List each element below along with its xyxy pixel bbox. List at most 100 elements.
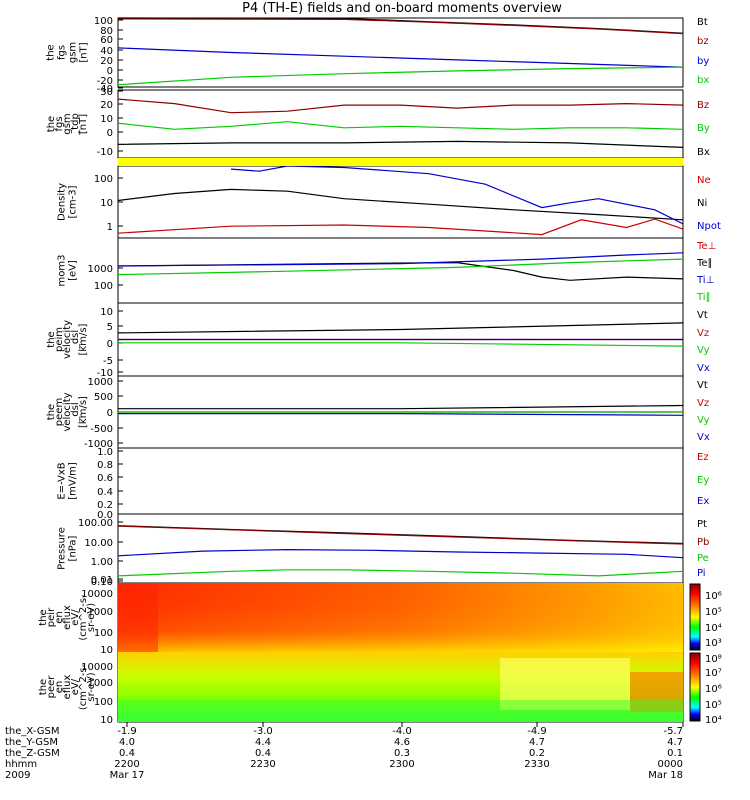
legend-Te∥: Te∥ — [696, 258, 713, 269]
legend-By: By — [697, 123, 710, 134]
ion-spectrogram — [118, 583, 683, 652]
ytick-label: -1000 — [84, 439, 113, 450]
ytick-label: 20 — [100, 100, 113, 111]
ytick-label: 1000 — [88, 377, 113, 388]
series-Pb — [117, 525, 684, 545]
ytick-label: 10 — [100, 114, 113, 125]
ylabel-text: _dsl — [70, 402, 81, 422]
ylabel-text: [nT] — [78, 114, 89, 134]
ytick-label: 30 — [100, 87, 113, 98]
ytick-label: 0.0 — [97, 510, 113, 521]
legend-Ey: Ey — [697, 475, 709, 486]
legend-Pt: Pt — [697, 519, 707, 530]
legend-Ex: Ex — [697, 496, 709, 507]
footer-row-label: the_X-GSM — [5, 726, 59, 737]
colorbar-tick: 10⁸ — [705, 654, 722, 665]
panel-ylabel-3: mom3 [eV] — [57, 255, 79, 287]
footer: the_X-GSMthe_Y-GSMthe_Z-GSMhhmm2009-1.94… — [5, 722, 684, 781]
legend-Vt: Vt — [697, 310, 708, 321]
ylabel-text: _tdp — [70, 113, 81, 136]
electron-spectrogram — [118, 652, 683, 722]
legend-Vt: Vt — [697, 380, 708, 391]
colorbar-tick: 10⁴ — [705, 623, 722, 634]
ylabel-text: fgs — [54, 116, 65, 131]
legend-Ez: Ez — [697, 452, 709, 463]
legend-Te⊥: Te⊥ — [696, 241, 716, 252]
ylabel-text: sr-eV) — [86, 672, 97, 701]
ytick-label: 10 — [100, 307, 113, 318]
ylabel-text: the — [46, 404, 57, 420]
panel-frame-6 — [117, 447, 684, 515]
ytick-label: 100 — [94, 281, 113, 292]
footer-value: -1.9 — [117, 726, 137, 737]
ytick-label: 0.01 — [91, 575, 113, 586]
ylabel-text: [km/s] — [78, 396, 89, 428]
panel-frame-3 — [117, 237, 684, 304]
ylabel-text: en — [54, 681, 65, 694]
ytick-label: 10 — [100, 198, 113, 209]
panel-frame-0 — [117, 17, 684, 88]
series-Pi — [117, 548, 684, 559]
colorbar-labels: 10⁶ 10⁵ 10⁴ 10³ 10⁸ 10⁷ 10⁶ 10⁵ 10⁴ — [705, 591, 722, 726]
ylabel-text: Density — [57, 183, 68, 221]
legend-Vz: Vz — [697, 398, 709, 409]
ytick-label: -40 — [97, 84, 113, 95]
series-Vt — [118, 404, 684, 410]
ylabel-text: _dsl — [70, 330, 81, 350]
colorbar-tick: 10⁷ — [705, 668, 722, 679]
ylabel-text: peim — [54, 327, 65, 352]
ytick-label: -20 — [97, 76, 113, 87]
ytick-label: 1.0 — [97, 447, 113, 458]
footer-value: 4.7 — [529, 737, 545, 748]
colorbar-tick: 10⁴ — [705, 715, 722, 726]
ytick-label: 0.4 — [97, 487, 113, 498]
ylabel-text: [km/s] — [78, 323, 89, 355]
ytick-label: -500 — [90, 424, 113, 435]
legend-Pi: Pi — [697, 568, 706, 579]
ytick-label: 10000 — [81, 662, 113, 673]
series-bz — [117, 18, 684, 35]
colorbar-tick: 10⁶ — [705, 591, 722, 602]
ytick-label: 0.8 — [97, 460, 113, 471]
ytick-label: -10 — [97, 368, 113, 379]
ytick-label: 60 — [100, 35, 113, 46]
ytick-label: 0 — [107, 339, 113, 350]
ytick-label: 1 — [107, 222, 113, 233]
footer-value: 0.4 — [119, 748, 135, 759]
footer-row-label: 2009 — [5, 770, 30, 781]
ytick-label: 10 — [100, 645, 113, 656]
ytick-label: 0.6 — [97, 473, 113, 484]
footer-value: 0.2 — [529, 748, 545, 759]
status-bar — [118, 158, 683, 166]
colorbar-tick: 10⁵ — [705, 700, 722, 711]
ytick-label: -5 — [103, 356, 113, 367]
ylabel-text: [cm-3] — [68, 185, 79, 218]
legend-Ti∥: Ti∥ — [696, 292, 711, 303]
series-Vy — [118, 342, 684, 347]
footer-row-label: the_Z-GSM — [5, 748, 60, 759]
panels: the fgs gsm [nT]100806040200-20-40Btbzbybxt… — [38, 16, 721, 726]
legend-Ti⊥: Ti⊥ — [696, 275, 714, 286]
series-Bz — [117, 98, 684, 114]
ytick-label: 1.00 — [91, 557, 113, 568]
ylabel-text: gsm — [62, 113, 73, 134]
series-Ti∥ — [117, 258, 684, 276]
ytick-label: 100 — [94, 16, 113, 27]
series-By — [117, 121, 684, 130]
legend-Npot: Npot — [697, 221, 721, 232]
ylabel-text: velocity — [62, 320, 73, 359]
footer-value: 2330 — [524, 759, 549, 770]
ylabel-text: eV/ — [70, 609, 81, 626]
ytick-label: 40 — [100, 46, 113, 57]
colorbar-electron — [689, 652, 701, 722]
panel-ylabel-2: Density [cm-3] — [57, 183, 79, 221]
ylabel-text: [nT] — [79, 42, 90, 62]
series-Pe — [117, 569, 684, 577]
footer-value: -4.0 — [392, 726, 412, 737]
footer-value: -3.0 — [253, 726, 273, 737]
footer-value: 4.6 — [394, 737, 410, 748]
ylabel-text: peer — [46, 675, 57, 699]
